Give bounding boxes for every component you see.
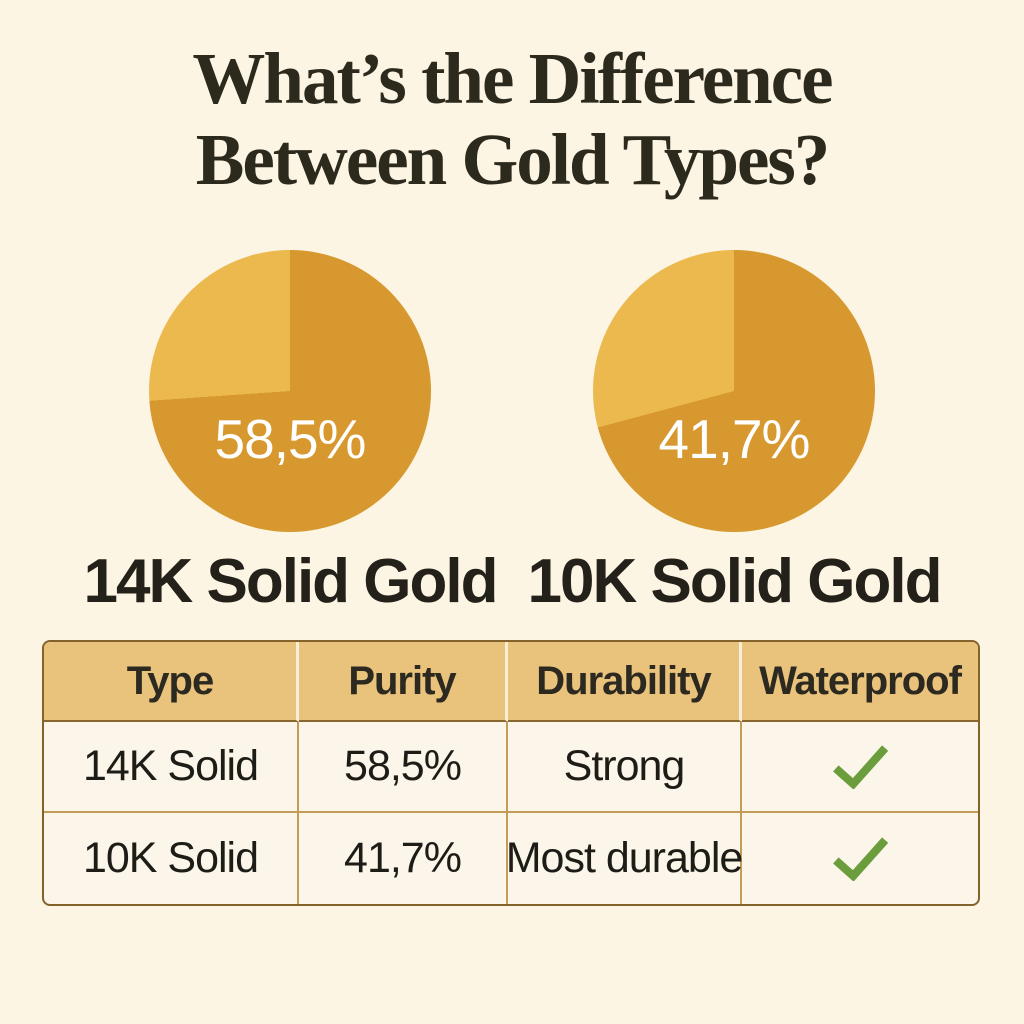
pie-column-14k: 58,5% 14K Solid Gold (84, 250, 498, 617)
pie-chart-10k-gold: 41,7% (593, 250, 875, 532)
cell-durability-14k: Strong (508, 722, 742, 813)
cell-waterproof-14k (742, 722, 978, 813)
header-cell-waterproof: Waterproof (742, 642, 978, 722)
page-title-line-1: What’s the Difference (192, 38, 833, 119)
pie-caption-10k: 10K Solid Gold (527, 547, 943, 616)
cell-type-10k: 10K Solid (44, 813, 299, 904)
cell-waterproof-10k (742, 813, 978, 904)
cell-purity-10k: 41,7% (299, 813, 508, 904)
pie-column-10k: 41,7% 10K Solid Gold (528, 250, 942, 617)
pie-chart-14k-gold: 58,5% (149, 250, 431, 532)
page-title: What’s the Difference Between Gold Types… (0, 38, 1024, 200)
cell-durability-10k: Most durable (506, 813, 743, 904)
pie-caption-14k: 14K Solid Gold (83, 547, 499, 616)
comparison-table: Type Purity Durability Waterproof 14K So… (42, 640, 980, 906)
header-cell-durability: Durability (508, 642, 742, 722)
header-cell-type: Type (44, 642, 299, 722)
pie-percentage-label-14k: 58,5% (214, 407, 367, 470)
page-title-line-2: Between Gold Types? (195, 119, 831, 200)
pie-charts-row: 58,5% 14K Solid Gold 41,7% 10K Solid Gol… (84, 250, 942, 617)
checkmark-icon (833, 837, 889, 881)
cell-purity-14k: 58,5% (299, 722, 508, 813)
checkmark-icon (833, 745, 889, 789)
cell-type-14k: 14K Solid (44, 722, 299, 813)
pie-percentage-label-10k: 41,7% (658, 407, 811, 470)
header-cell-purity: Purity (299, 642, 508, 722)
